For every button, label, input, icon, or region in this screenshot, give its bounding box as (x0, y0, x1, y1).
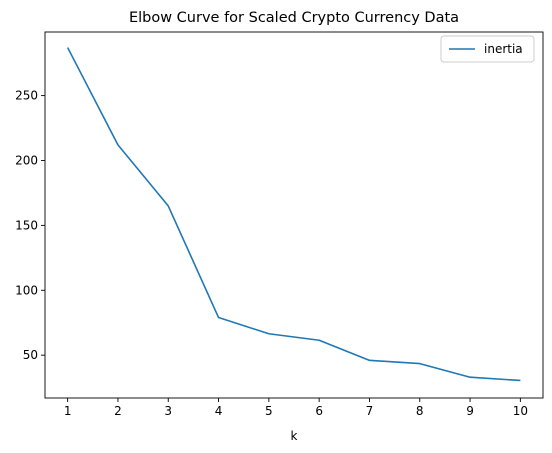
legend: inertia (440, 35, 535, 63)
y-tick-label: 50 (23, 348, 38, 362)
y-tick-label: 150 (15, 218, 38, 232)
x-tick-label: 10 (513, 404, 528, 418)
x-tick-label: 2 (114, 404, 122, 418)
series-line-inertia (66, 47, 521, 382)
x-tick-label: 7 (366, 404, 374, 418)
x-axis-label: k (291, 429, 298, 443)
y-tick-label: 100 (15, 283, 38, 297)
legend-box (440, 35, 535, 63)
plot-area (44, 31, 544, 399)
x-axis-ticks: 1 2 3 4 5 6 7 8 9 10 (64, 398, 528, 418)
x-tick-label: 9 (466, 404, 474, 418)
x-tick-label: 3 (164, 404, 172, 418)
x-tick-label: 4 (215, 404, 223, 418)
x-tick-label: 1 (64, 404, 72, 418)
y-tick-label: 200 (15, 153, 38, 167)
x-tick-label: 8 (416, 404, 424, 418)
axes-frame (44, 31, 544, 399)
y-tick-label: 250 (15, 89, 38, 103)
x-tick-label: 6 (315, 404, 323, 418)
y-axis-ticks: 50 100 150 200 250 (15, 89, 45, 362)
legend-label-inertia: inertia (484, 42, 523, 56)
x-tick-label: 5 (265, 404, 273, 418)
chart-title: Elbow Curve for Scaled Crypto Currency D… (129, 10, 459, 26)
